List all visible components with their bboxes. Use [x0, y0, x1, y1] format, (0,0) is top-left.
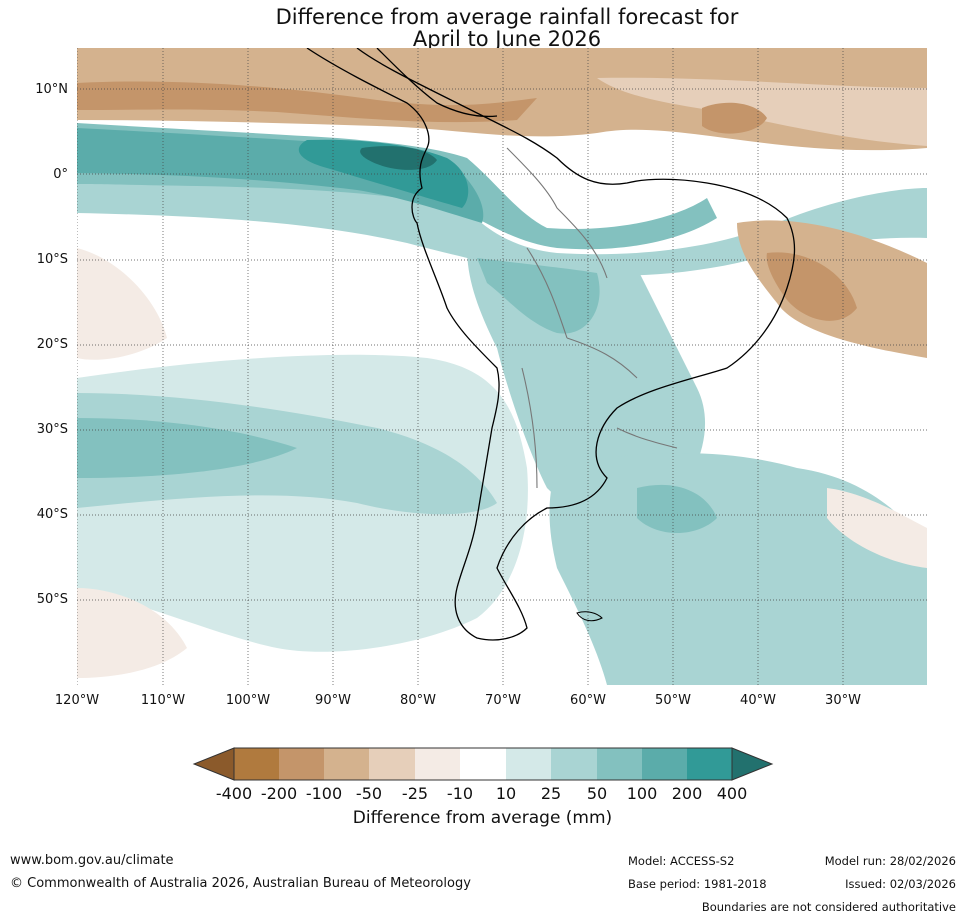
colorbar-label: Difference from average (mm) — [352, 808, 613, 828]
dry-anomaly-light-pacific-west — [77, 248, 167, 360]
dry-anomaly-patch — [702, 102, 767, 134]
colorbar-tick-50: 50 — [586, 784, 608, 803]
colorbar-bin-6 — [460, 748, 506, 780]
footer-disclaimer: Boundaries are not considered authoritat… — [701, 900, 956, 914]
colorbar-bin-1 — [234, 748, 279, 780]
lat-label-20s: 20°S — [36, 337, 68, 352]
colorbar-tick-400: 400 — [716, 784, 748, 803]
lon-label-100w: 100°W — [225, 693, 271, 708]
colorbar-bin-5 — [415, 748, 460, 780]
wet-anomaly-south-pacific-strong — [77, 418, 297, 478]
lon-label-80w: 80°W — [400, 693, 436, 708]
colorbar-bin-7 — [506, 748, 551, 780]
footer-model-run: Model run: 28/02/2026 — [824, 854, 956, 868]
footer-issued: Issued: 02/03/2026 — [845, 877, 956, 891]
lat-label-10s: 10°S — [36, 252, 68, 267]
rainfall-map — [77, 48, 927, 685]
falkland-islands — [576, 611, 603, 622]
colorbar-tick-25: 25 — [540, 784, 562, 803]
lat-label-50s: 50°S — [36, 592, 68, 607]
central-america-coastline — [376, 48, 498, 118]
colorbar-over-arrow — [731, 747, 774, 781]
colorbar-bin-2 — [279, 748, 324, 780]
lon-label-120w: 120°W — [54, 693, 100, 708]
graticule — [77, 48, 927, 685]
colorbar-tick-100: 100 — [626, 784, 658, 803]
dry-anomaly-light-north — [597, 77, 927, 146]
lon-label-110w: 110°W — [140, 693, 186, 708]
wet-anomaly-south-pacific-moderate — [77, 393, 497, 515]
colorbar-tick-minus-400: -400 — [215, 784, 253, 803]
colorbar — [192, 747, 774, 781]
lon-label-60w: 60°W — [570, 693, 606, 708]
colorbar-bin-8 — [551, 748, 597, 780]
colorbar-bin-4 — [369, 748, 415, 780]
lat-label-0: 0° — [53, 167, 68, 182]
map-title-line-2: April to June 2026 — [412, 27, 602, 51]
footer-copyright: © Commonwealth of Australia 2026, Austra… — [10, 876, 471, 891]
colorbar-under-arrow — [192, 747, 235, 781]
lat-label-10n: 10°N — [35, 82, 68, 97]
dry-anomaly-south-atlantic-core — [766, 252, 857, 321]
lon-label-30w: 30°W — [825, 693, 861, 708]
lon-label-40w: 40°W — [740, 693, 776, 708]
footer-base-period: Base period: 1981-2018 — [628, 877, 767, 891]
footer-model: Model: ACCESS-S2 — [628, 854, 735, 868]
lat-label-40s: 40°S — [36, 507, 68, 522]
colorbar-bin-11 — [687, 748, 732, 780]
footer-url[interactable]: www.bom.gov.au/climate — [10, 853, 174, 868]
map-title-line-1: Difference from average rainfall forecas… — [275, 5, 739, 29]
wet-anomaly-south-atlantic-strong — [637, 484, 717, 533]
colorbar-frame — [233, 747, 733, 781]
colorbar-tick-minus-25: -25 — [401, 784, 429, 803]
dry-anomaly-light-atlantic-east — [827, 488, 927, 568]
lon-label-90w: 90°W — [315, 693, 351, 708]
colorbar-tick-200: 200 — [671, 784, 703, 803]
wet-anomaly-andes — [477, 258, 600, 334]
south-america-coastline — [306, 48, 796, 641]
colorbar-tick-minus-10: -10 — [446, 784, 474, 803]
colorbar-tick-10: 10 — [495, 784, 517, 803]
lon-label-50w: 50°W — [655, 693, 691, 708]
lon-label-70w: 70°W — [485, 693, 521, 708]
dry-anomaly-core-north — [77, 81, 537, 123]
colorbar-tick-minus-50: -50 — [355, 784, 383, 803]
colorbar-tick-minus-200: -200 — [260, 784, 298, 803]
colorbar-tick-minus-100: -100 — [305, 784, 343, 803]
colorbar-bin-3 — [324, 748, 369, 780]
colorbar-bin-9 — [597, 748, 642, 780]
colorbar-bin-10 — [642, 748, 687, 780]
country-borders — [506, 147, 678, 489]
wet-anomaly-extreme — [360, 146, 437, 170]
dry-anomaly-light-pacific-south — [77, 588, 187, 678]
lat-label-30s: 30°S — [36, 422, 68, 437]
